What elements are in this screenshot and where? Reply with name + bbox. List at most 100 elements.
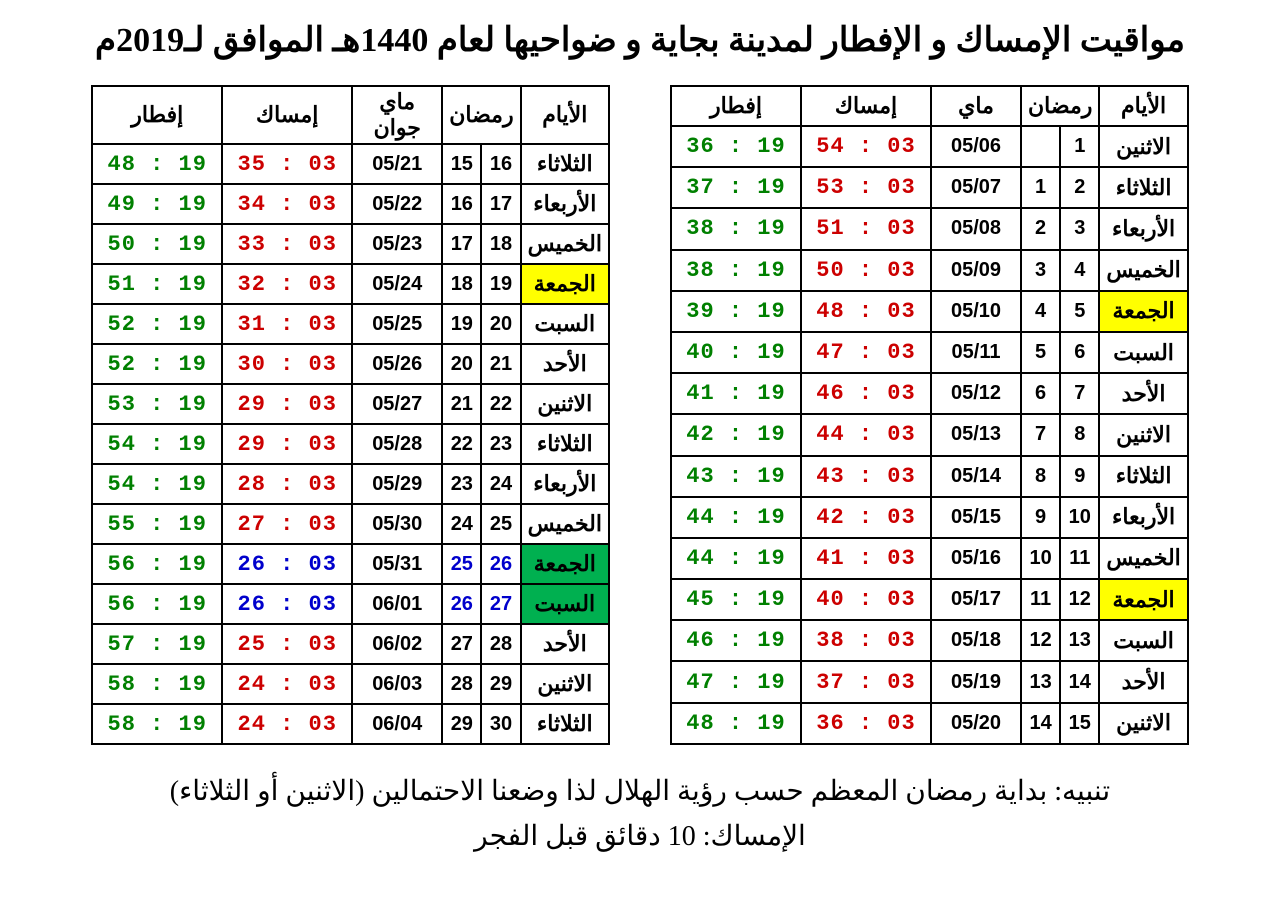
cell-gregorian: 05/15 (931, 497, 1021, 538)
cell-imsak: 03 : 32 (222, 264, 352, 304)
header-ramadan: رمضان (1021, 86, 1099, 126)
header-ramadan: رمضان (442, 86, 520, 144)
cell-ramadan-b: 8 (1021, 456, 1060, 497)
cell-ramadan-a: 28 (481, 624, 520, 664)
cell-day: الاثنين (1099, 126, 1187, 167)
cell-imsak: 03 : 54 (801, 126, 931, 167)
table-row: الخميس4305/0903 : 5019 : 38 (671, 250, 1188, 291)
cell-ramadan-a: 5 (1060, 291, 1099, 332)
cell-ramadan-b: 16 (442, 184, 481, 224)
cell-imsak: 03 : 41 (801, 538, 931, 579)
cell-iftar: 19 : 54 (92, 464, 222, 504)
cell-ramadan-a: 4 (1060, 250, 1099, 291)
table-row: الأحد282706/0203 : 2519 : 57 (92, 624, 609, 664)
cell-gregorian: 05/22 (352, 184, 442, 224)
cell-ramadan-a: 14 (1060, 661, 1099, 702)
cell-ramadan-b: 23 (442, 464, 481, 504)
cell-gregorian: 05/06 (931, 126, 1021, 167)
cell-ramadan-a: 8 (1060, 414, 1099, 455)
cell-iftar: 19 : 58 (92, 704, 222, 744)
cell-iftar: 19 : 49 (92, 184, 222, 224)
cell-iftar: 19 : 38 (671, 250, 801, 291)
cell-ramadan-b: 5 (1021, 332, 1060, 373)
cell-iftar: 19 : 41 (671, 373, 801, 414)
cell-iftar: 19 : 57 (92, 624, 222, 664)
cell-ramadan-b: 9 (1021, 497, 1060, 538)
cell-ramadan-b: 7 (1021, 414, 1060, 455)
table-first-half: الأيام رمضان ماي إمساك إفطار الاثنين105/… (670, 85, 1189, 745)
cell-ramadan-b: 4 (1021, 291, 1060, 332)
cell-ramadan-a: 6 (1060, 332, 1099, 373)
table-row: الأربعاء242305/2903 : 2819 : 54 (92, 464, 609, 504)
cell-ramadan-a: 1 (1060, 126, 1099, 167)
cell-ramadan-a: 12 (1060, 579, 1099, 620)
cell-day: الثلاثاء (521, 704, 609, 744)
table-row: الجمعة262505/3103 : 2619 : 56 (92, 544, 609, 584)
table-row: الثلاثاء9805/1403 : 4319 : 43 (671, 456, 1188, 497)
table-row: الثلاثاء302906/0403 : 2419 : 58 (92, 704, 609, 744)
cell-iftar: 19 : 44 (671, 497, 801, 538)
table-row: الاثنين8705/1303 : 4419 : 42 (671, 414, 1188, 455)
cell-iftar: 19 : 36 (671, 126, 801, 167)
cell-ramadan-b: 19 (442, 304, 481, 344)
cell-ramadan-a: 18 (481, 224, 520, 264)
table-row: السبت201905/2503 : 3119 : 52 (92, 304, 609, 344)
table-row: الاثنين1 05/0603 : 5419 : 36 (671, 126, 1188, 167)
cell-iftar: 19 : 52 (92, 344, 222, 384)
cell-iftar: 19 : 56 (92, 544, 222, 584)
cell-gregorian: 05/13 (931, 414, 1021, 455)
page-title: مواقيت الإمساك و الإفطار لمدينة بجاية و … (40, 20, 1240, 60)
cell-ramadan-a: 21 (481, 344, 520, 384)
cell-iftar: 19 : 50 (92, 224, 222, 264)
cell-gregorian: 05/21 (352, 144, 442, 184)
table-row: السبت6505/1103 : 4719 : 40 (671, 332, 1188, 373)
table-row: الثلاثاء161505/2103 : 3519 : 48 (92, 144, 609, 184)
table-row: الجمعة5405/1003 : 4819 : 39 (671, 291, 1188, 332)
cell-ramadan-a: 3 (1060, 208, 1099, 249)
cell-gregorian: 05/10 (931, 291, 1021, 332)
cell-gregorian: 05/24 (352, 264, 442, 304)
cell-iftar: 19 : 56 (92, 584, 222, 624)
table-row: السبت272606/0103 : 2619 : 56 (92, 584, 609, 624)
cell-ramadan-a: 30 (481, 704, 520, 744)
cell-ramadan-b (1021, 126, 1060, 167)
cell-iftar: 19 : 38 (671, 208, 801, 249)
cell-ramadan-b: 11 (1021, 579, 1060, 620)
cell-gregorian: 05/07 (931, 167, 1021, 208)
cell-ramadan-a: 23 (481, 424, 520, 464)
cell-imsak: 03 : 35 (222, 144, 352, 184)
cell-ramadan-a: 17 (481, 184, 520, 224)
cell-iftar: 19 : 51 (92, 264, 222, 304)
table-row: الثلاثاء232205/2803 : 2919 : 54 (92, 424, 609, 464)
cell-iftar: 19 : 55 (92, 504, 222, 544)
cell-ramadan-b: 17 (442, 224, 481, 264)
cell-iftar: 19 : 46 (671, 620, 801, 661)
cell-day: الاثنين (1099, 703, 1187, 744)
header-days: الأيام (521, 86, 609, 144)
cell-iftar: 19 : 48 (92, 144, 222, 184)
cell-gregorian: 05/31 (352, 544, 442, 584)
note-line-2: الإمساك: 10 دقائق قبل الفجر (40, 815, 1240, 860)
cell-gregorian: 05/26 (352, 344, 442, 384)
cell-gregorian: 05/30 (352, 504, 442, 544)
cell-day: الاثنين (521, 664, 609, 704)
cell-ramadan-a: 15 (1060, 703, 1099, 744)
header-imsak: إمساك (801, 86, 931, 126)
header-imsak: إمساك (222, 86, 352, 144)
cell-ramadan-b: 6 (1021, 373, 1060, 414)
tables-container: الأيام رمضان ماي إمساك إفطار الاثنين105/… (40, 85, 1240, 745)
table-row: الجمعة121105/1703 : 4019 : 45 (671, 579, 1188, 620)
cell-ramadan-b: 24 (442, 504, 481, 544)
table-row: الاثنين222105/2703 : 2919 : 53 (92, 384, 609, 424)
cell-ramadan-b: 3 (1021, 250, 1060, 291)
cell-day: الأربعاء (1099, 497, 1187, 538)
cell-imsak: 03 : 37 (801, 661, 931, 702)
cell-ramadan-b: 1 (1021, 167, 1060, 208)
cell-ramadan-b: 26 (442, 584, 481, 624)
cell-day: السبت (1099, 620, 1187, 661)
cell-imsak: 03 : 27 (222, 504, 352, 544)
cell-gregorian: 06/04 (352, 704, 442, 744)
header-days: الأيام (1099, 86, 1187, 126)
cell-imsak: 03 : 43 (801, 456, 931, 497)
cell-gregorian: 05/14 (931, 456, 1021, 497)
